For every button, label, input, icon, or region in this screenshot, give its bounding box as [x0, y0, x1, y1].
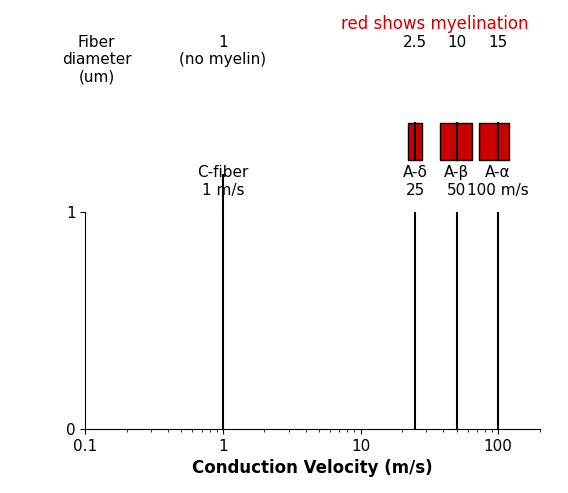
- Text: 1
(no myelin): 1 (no myelin): [179, 35, 266, 67]
- Text: red shows myelination: red shows myelination: [341, 15, 528, 33]
- Text: A-β
50: A-β 50: [444, 165, 469, 198]
- X-axis label: Conduction Velocity (m/s): Conduction Velocity (m/s): [192, 459, 433, 477]
- Text: Fiber
diameter
(um): Fiber diameter (um): [62, 35, 131, 84]
- Text: A-α
100 m/s: A-α 100 m/s: [467, 165, 529, 198]
- Text: A-δ
25: A-δ 25: [403, 165, 428, 198]
- Text: 2.5: 2.5: [403, 35, 427, 49]
- Text: C-fiber
1 m/s: C-fiber 1 m/s: [197, 165, 249, 198]
- Text: 15: 15: [488, 35, 508, 49]
- Text: 10: 10: [447, 35, 466, 49]
